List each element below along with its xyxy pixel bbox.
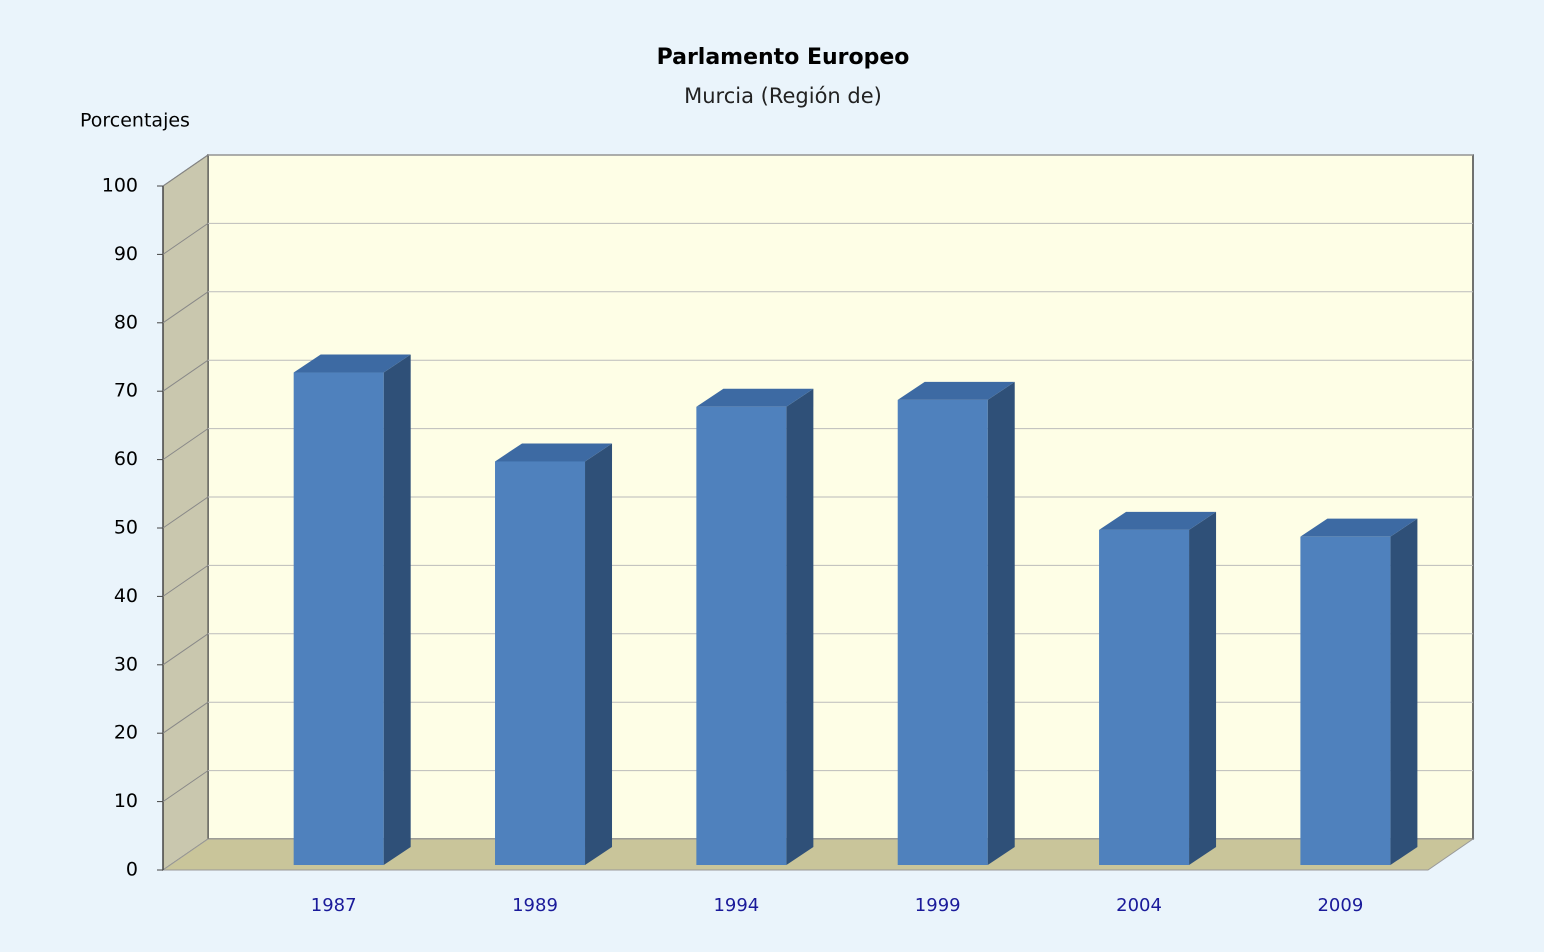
grid-line xyxy=(162,564,209,597)
x-tick-label: 1989 xyxy=(512,895,558,916)
bar-top xyxy=(897,381,1015,400)
x-tick-label: 1987 xyxy=(311,895,357,916)
bar-top xyxy=(293,354,411,373)
bar xyxy=(293,372,384,865)
bar-side xyxy=(987,381,1015,865)
bar xyxy=(1300,536,1391,865)
chart-title: Parlamento Europeo xyxy=(657,45,910,70)
x-tick-label: 1999 xyxy=(915,895,961,916)
bar-top xyxy=(1099,511,1217,530)
y-tick-label: 50 xyxy=(114,517,138,539)
x-tick-label: 2004 xyxy=(1116,895,1162,916)
grid-line xyxy=(162,701,209,734)
x-tick-label: 1994 xyxy=(713,895,759,916)
grid-line xyxy=(162,633,209,666)
bar-side xyxy=(383,354,411,865)
bar-side xyxy=(1390,518,1418,865)
bar xyxy=(696,406,787,865)
grid-line xyxy=(162,291,209,324)
bar-side xyxy=(1189,511,1217,865)
y-axis-label: Porcentajes xyxy=(80,110,190,132)
grid-line xyxy=(162,770,209,803)
bar xyxy=(1099,529,1190,865)
grid-line xyxy=(162,154,209,187)
grid-line xyxy=(162,428,209,461)
bar-top xyxy=(495,443,613,462)
grid-line xyxy=(162,222,209,255)
y-tick-label: 10 xyxy=(114,790,138,812)
y-tick-label: 90 xyxy=(114,243,138,265)
bar-side xyxy=(786,388,814,865)
y-tick-label: 100 xyxy=(102,175,138,197)
chart-subtitle: Murcia (Región de) xyxy=(684,84,882,108)
y-tick-label: 40 xyxy=(114,585,138,607)
bar xyxy=(897,399,988,865)
grid-line xyxy=(162,359,209,392)
y-tick-label: 20 xyxy=(114,722,138,744)
x-tick-label: 2009 xyxy=(1317,895,1363,916)
bar-top xyxy=(1300,518,1418,537)
y-tick-label: 0 xyxy=(126,859,138,881)
bar-side xyxy=(585,443,613,865)
y-tick-label: 80 xyxy=(114,311,138,333)
grid-line xyxy=(162,496,209,529)
y-tick-label: 30 xyxy=(114,653,138,675)
bar-top xyxy=(696,388,814,407)
y-tick-label: 70 xyxy=(114,380,138,402)
bar xyxy=(495,461,586,865)
y-tick-label: 60 xyxy=(114,448,138,470)
